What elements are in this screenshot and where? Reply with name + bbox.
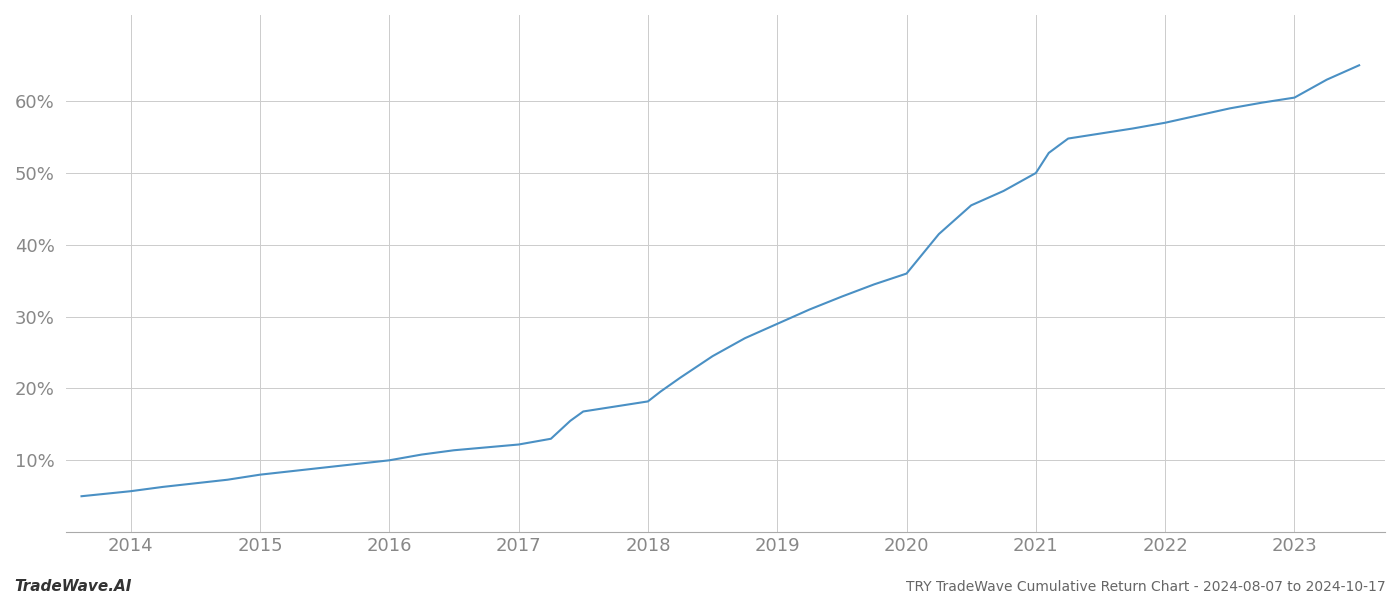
Text: TradeWave.AI: TradeWave.AI xyxy=(14,579,132,594)
Text: TRY TradeWave Cumulative Return Chart - 2024-08-07 to 2024-10-17: TRY TradeWave Cumulative Return Chart - … xyxy=(906,580,1386,594)
